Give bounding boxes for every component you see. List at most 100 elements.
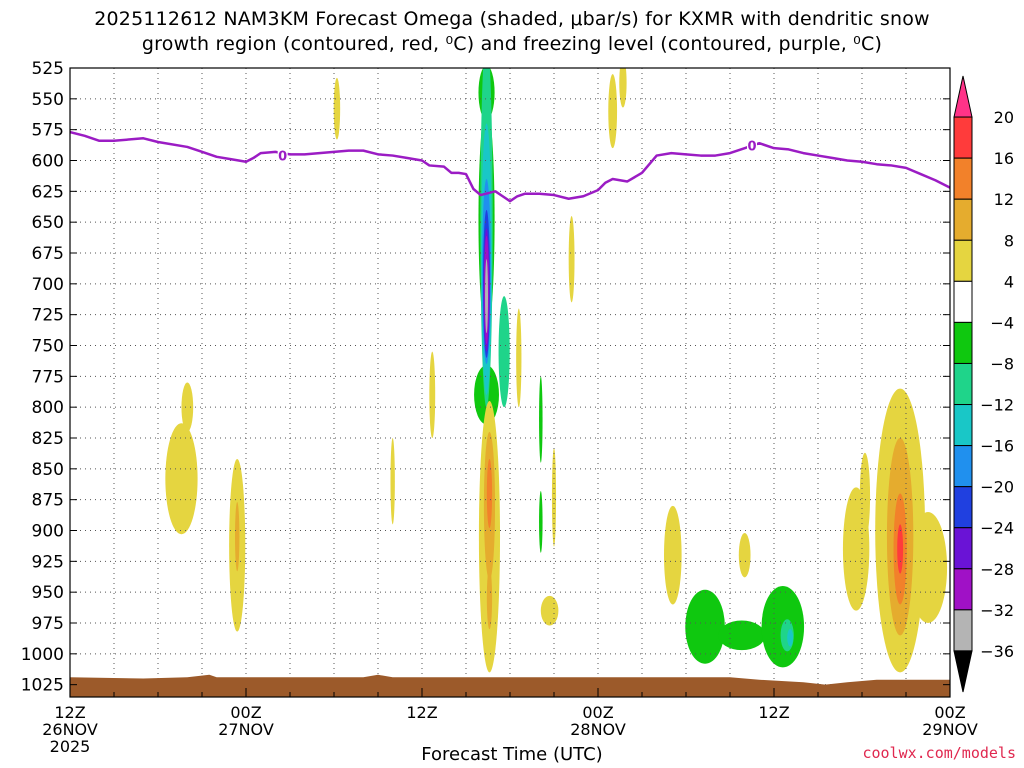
omega-region bbox=[333, 77, 341, 140]
omega-region bbox=[498, 296, 510, 408]
x-tick-label: 00Z bbox=[934, 703, 965, 722]
y-tick-label: 675 bbox=[32, 244, 64, 264]
omega-region bbox=[429, 351, 436, 439]
omega-region bbox=[551, 447, 557, 547]
colorbar-label: 12 bbox=[994, 190, 1014, 209]
colorbar-swatch bbox=[953, 404, 973, 447]
colorbar-label: 8 bbox=[1004, 231, 1014, 250]
omega-region bbox=[738, 532, 751, 578]
omega-region bbox=[539, 376, 543, 463]
colorbar-swatch bbox=[953, 321, 973, 364]
colorbar-swatch bbox=[953, 445, 973, 488]
colorbar-label: −24 bbox=[980, 519, 1014, 538]
chart-title-line-2: growth region (contoured, red, ⁰C) and f… bbox=[141, 33, 883, 55]
colorbar-label: −20 bbox=[980, 478, 1014, 497]
y-tick-label: 800 bbox=[32, 398, 64, 418]
x-tick-label: 00Z bbox=[582, 703, 613, 722]
x-axis-title: Forecast Time (UTC) bbox=[421, 744, 603, 765]
y-tick-label: 850 bbox=[32, 460, 64, 480]
y-tick-label: 725 bbox=[32, 306, 64, 326]
omega-region bbox=[685, 589, 725, 664]
omega-region bbox=[165, 423, 198, 535]
colorbar-label: −36 bbox=[980, 642, 1014, 661]
colorbar-label: −4 bbox=[990, 313, 1014, 332]
y-tick-label: 1000 bbox=[21, 645, 64, 665]
plot-frame bbox=[69, 67, 951, 698]
x-tick-label: 12Z bbox=[54, 703, 85, 722]
y-tick-label: 700 bbox=[32, 275, 64, 295]
colorbar-label: 20 bbox=[994, 108, 1014, 127]
omega-region bbox=[664, 505, 682, 605]
y-axis-ticks: 525 550 575 600 625 650 675 700 725 750 775 800 825 8… bbox=[21, 59, 950, 696]
colorbar-label: −16 bbox=[980, 437, 1014, 456]
y-tick-label: 625 bbox=[32, 182, 64, 202]
colorbar-label: −32 bbox=[980, 601, 1014, 620]
omega-region bbox=[539, 491, 543, 553]
colorbar-swatch bbox=[953, 650, 973, 693]
omega-region bbox=[486, 567, 493, 630]
x-tick-label: 2025 bbox=[50, 737, 91, 756]
credit-text: coolwx.com/models bbox=[862, 744, 1016, 762]
omega-region bbox=[181, 382, 194, 432]
colorbar-swatch bbox=[953, 116, 973, 159]
omega-region bbox=[516, 308, 522, 408]
x-tick-label: 26NOV bbox=[42, 720, 98, 739]
grid-lines bbox=[70, 68, 950, 697]
freezing-level-label: 0 bbox=[747, 140, 756, 155]
omega-region bbox=[619, 68, 627, 108]
omega-shading bbox=[165, 68, 948, 673]
colorbar-label: 4 bbox=[1004, 272, 1014, 291]
y-tick-label: 875 bbox=[32, 491, 64, 511]
y-tick-label: 650 bbox=[32, 213, 64, 233]
x-tick-label: 29NOV bbox=[922, 720, 978, 739]
colorbar-label: −28 bbox=[980, 560, 1014, 579]
freezing-level-line bbox=[70, 130, 950, 203]
y-tick-label: 575 bbox=[32, 121, 64, 141]
plot-border bbox=[69, 67, 951, 698]
chart-title-line-1: 2025112612 NAM3KM Forecast Omega (shaded… bbox=[94, 8, 930, 30]
y-tick-label: 600 bbox=[32, 152, 64, 172]
colorbar-swatch bbox=[953, 527, 973, 570]
x-tick-label: 00Z bbox=[230, 703, 261, 722]
colorbar: 20 16 12 8 4 −4 −8 −12 −16 −20 −24 −28 −32 −36 bbox=[953, 75, 1014, 693]
omega-region bbox=[486, 458, 493, 529]
colorbar-swatch bbox=[953, 609, 973, 652]
colorbar-swatch bbox=[953, 362, 973, 406]
freezing-level-contour: 00 bbox=[70, 130, 950, 203]
omega-region bbox=[235, 502, 240, 572]
y-tick-label: 1025 bbox=[21, 676, 64, 696]
freezing-level-label-bg bbox=[277, 147, 288, 163]
colorbar-label: 16 bbox=[994, 149, 1014, 168]
x-tick-label: 27NOV bbox=[218, 720, 274, 739]
freezing-level-label-bg bbox=[747, 137, 757, 153]
x-tick-label: 12Z bbox=[406, 703, 437, 722]
omega-region bbox=[568, 215, 575, 303]
omega-region bbox=[608, 74, 618, 149]
y-tick-label: 825 bbox=[32, 429, 64, 449]
colorbar-swatch bbox=[953, 75, 973, 118]
omega-region bbox=[540, 595, 559, 626]
omega-region bbox=[718, 620, 766, 651]
terrain-fill bbox=[70, 674, 950, 697]
omega-region bbox=[897, 524, 904, 574]
terrain-surface bbox=[70, 674, 950, 697]
freezing-level-label: 0 bbox=[278, 150, 287, 165]
colorbar-label: −8 bbox=[990, 354, 1014, 373]
y-tick-label: 550 bbox=[32, 90, 64, 110]
colorbar-swatch bbox=[953, 239, 973, 282]
colorbar-swatch bbox=[953, 486, 973, 529]
y-tick-label: 900 bbox=[32, 522, 64, 542]
colorbar-swatch bbox=[953, 568, 973, 611]
omega-region bbox=[390, 438, 395, 525]
x-tick-label: 12Z bbox=[758, 703, 789, 722]
x-tick-label: 28NOV bbox=[570, 720, 626, 739]
omega-region bbox=[787, 629, 794, 647]
y-tick-label: 775 bbox=[32, 367, 64, 387]
y-tick-label: 925 bbox=[32, 552, 64, 572]
colorbar-swatch bbox=[953, 280, 973, 323]
omega-region bbox=[485, 259, 488, 334]
colorbar-swatch bbox=[953, 157, 973, 200]
colorbar-label: −12 bbox=[980, 396, 1014, 415]
